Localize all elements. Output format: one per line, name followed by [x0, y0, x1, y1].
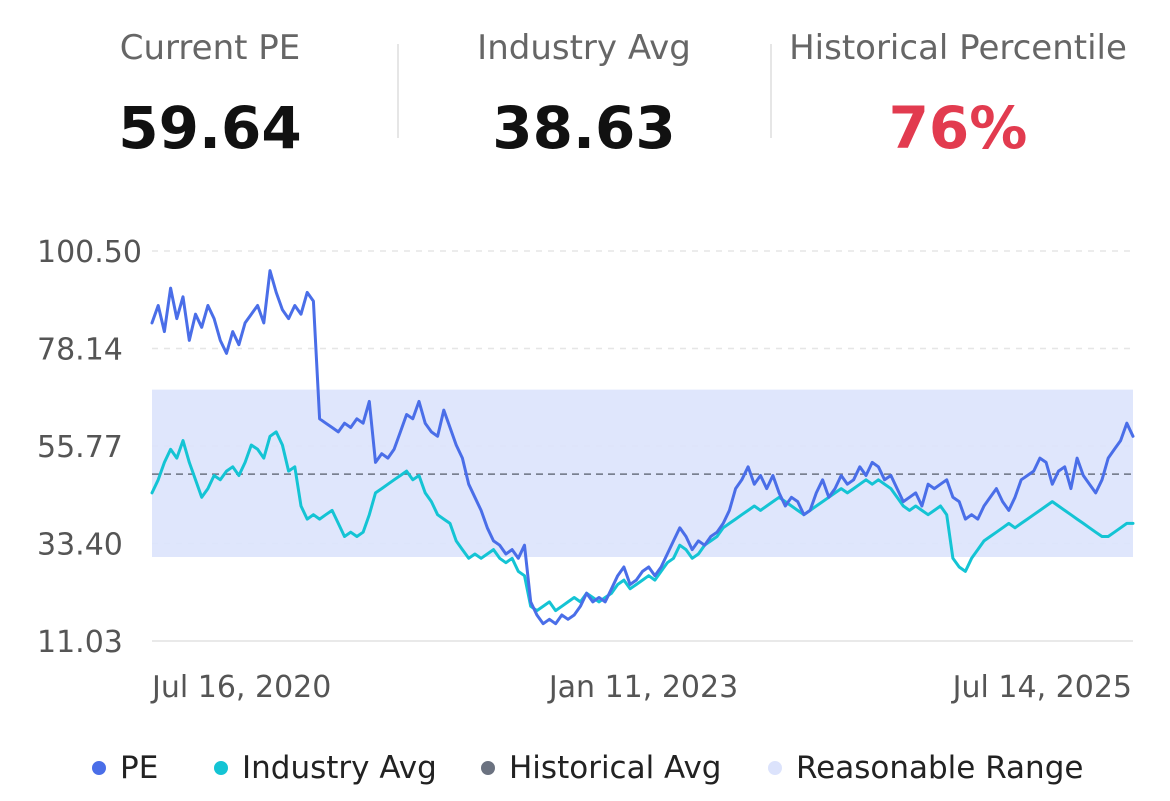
stat-divider	[397, 44, 399, 138]
legend-item[interactable]: PE	[92, 740, 158, 796]
y-tick-label: 100.50	[37, 235, 142, 270]
legend-label: Historical Avg	[509, 750, 722, 786]
current-pe-stat: Current PE 59.64	[25, 22, 395, 168]
legend-item[interactable]: Industry Avg	[214, 740, 437, 796]
industry-avg-series-line	[150, 430, 1135, 613]
historical-percentile-value: 76%	[888, 94, 1028, 162]
y-tick-label: 78.14	[37, 333, 123, 368]
x-axis: Jul 16, 2020 Jan 11, 2023 Jul 14, 2025	[150, 670, 1132, 705]
legend-dot-icon	[92, 761, 106, 775]
range-layer	[152, 389, 1133, 558]
y-tick-label: 55.77	[37, 430, 123, 465]
y-axis: 100.50 78.14 55.77 33.40 11.03	[37, 235, 142, 660]
historical-percentile-label: Historical Percentile	[789, 28, 1127, 68]
reasonable-range-band	[152, 389, 1133, 558]
historical-percentile-stat: Historical Percentile 76%	[773, 22, 1143, 168]
current-pe-value: 59.64	[118, 94, 302, 162]
x-tick-label: Jul 16, 2020	[150, 670, 331, 705]
y-tick-label: 11.03	[37, 625, 123, 660]
legend: PE Industry Avg Historical Avg Reasonable R…	[0, 740, 1170, 796]
legend-label: Industry Avg	[242, 750, 437, 786]
y-tick-label: 33.40	[37, 528, 123, 563]
current-pe-label: Current PE	[119, 28, 301, 68]
industry-avg-label: Industry Avg	[477, 28, 691, 68]
legend-item[interactable]: Historical Avg	[481, 740, 721, 796]
lines-layer	[150, 269, 1135, 626]
x-tick-label: Jul 14, 2025	[951, 670, 1132, 705]
industry-avg-stat: Industry Avg 38.63	[399, 22, 769, 168]
stat-divider	[770, 44, 772, 138]
pe-series-line	[150, 269, 1135, 626]
legend-dot-icon	[214, 761, 228, 775]
legend-dot-icon	[768, 761, 782, 775]
legend-item[interactable]: Reasonable Range	[768, 740, 1083, 796]
industry-avg-value: 38.63	[492, 94, 676, 162]
x-tick-label: Jan 11, 2023	[547, 670, 738, 705]
legend-label: PE	[120, 750, 159, 786]
legend-label: Reasonable Range	[796, 750, 1084, 786]
summary-stats: Current PE 59.64 Industry Avg 38.63 Hist…	[0, 0, 1170, 200]
legend-dot-icon	[481, 761, 495, 775]
